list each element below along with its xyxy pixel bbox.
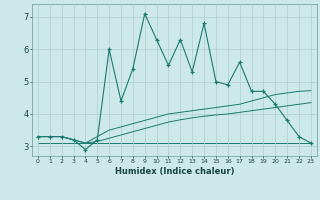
X-axis label: Humidex (Indice chaleur): Humidex (Indice chaleur) xyxy=(115,167,234,176)
